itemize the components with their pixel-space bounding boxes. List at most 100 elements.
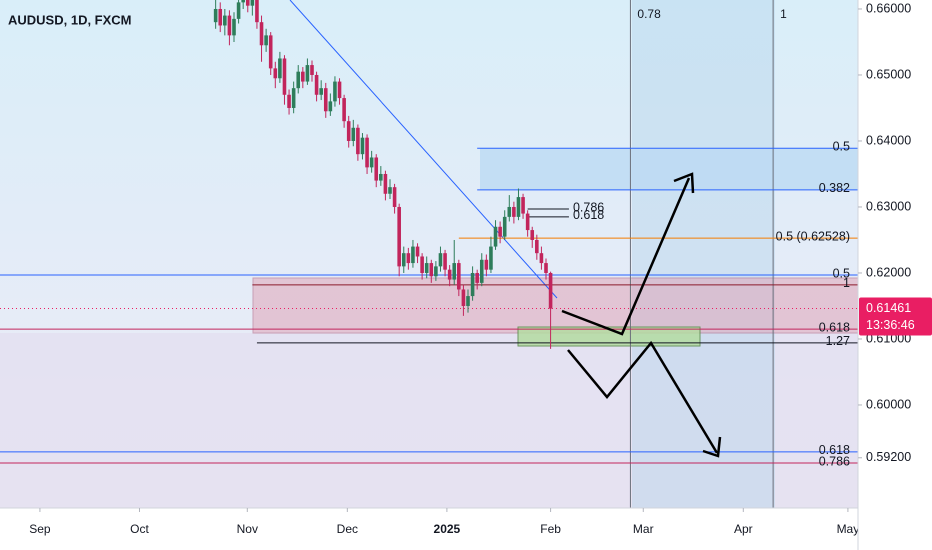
candle-body — [548, 272, 553, 309]
candle-body — [328, 101, 333, 112]
candle-body — [539, 253, 544, 264]
level-label: 0.786 — [573, 200, 604, 214]
trend-line — [289, 0, 558, 299]
candle-body — [241, 0, 245, 3]
candle-body — [397, 206, 401, 267]
candle-body — [374, 157, 379, 181]
y-tick-label: 0.63000 — [866, 199, 911, 213]
candle-body — [282, 58, 287, 95]
candle-body — [457, 263, 461, 290]
candle-body — [507, 206, 512, 217]
candle-body — [333, 81, 337, 102]
level-label: 0.618 — [819, 443, 850, 457]
candle-body — [434, 266, 438, 277]
candle-body — [544, 263, 548, 273]
arrows — [561, 172, 722, 458]
candle-body — [388, 187, 392, 194]
candle-body — [346, 121, 351, 141]
candle-body — [365, 137, 369, 168]
candle-body — [438, 253, 443, 267]
x-tick-label: Oct — [130, 522, 149, 536]
time-mark-label: 0.78 — [637, 7, 661, 21]
candle-body — [273, 68, 278, 79]
candle-body — [401, 253, 406, 267]
y-tick-label: 0.59200 — [866, 450, 911, 464]
candle-body — [493, 226, 498, 247]
candle-body — [516, 197, 521, 217]
candle-body — [337, 81, 342, 99]
down-arrowhead — [702, 436, 722, 458]
level-label: 1 — [843, 276, 850, 290]
y-tick-label: 0.64000 — [866, 133, 911, 147]
candle-body — [310, 65, 314, 75]
supply-zone — [252, 277, 858, 334]
candle-body — [392, 187, 397, 207]
demand-zone — [517, 326, 701, 347]
candle-body — [342, 98, 346, 122]
y-tick-label: 0.60000 — [866, 397, 911, 411]
candle-body — [264, 35, 268, 46]
level-label: 0.382 — [819, 181, 850, 195]
level-label: 0.618 — [819, 320, 850, 334]
candle-body — [356, 127, 360, 155]
time-mark-label: 1 — [780, 7, 787, 21]
candle-body — [429, 263, 434, 277]
y-tick-label: 0.66000 — [866, 1, 911, 15]
candle-body — [475, 272, 479, 283]
candle-body — [535, 239, 539, 254]
candle-body — [323, 88, 328, 112]
candle-body — [470, 272, 475, 297]
price-tag — [859, 297, 932, 336]
candle-body — [232, 18, 236, 36]
candles — [213, 0, 553, 349]
level-label: 0.5 (0.62528) — [776, 229, 850, 243]
level-label: 1.27 — [826, 334, 850, 348]
candle-body — [512, 206, 516, 217]
candle-body — [296, 71, 301, 89]
candle-body — [484, 259, 489, 270]
lower-zone — [0, 333, 858, 508]
countdown-label: 13:36:46 — [866, 318, 915, 332]
candle-body — [223, 15, 227, 26]
y-tick-label: 0.62000 — [866, 265, 911, 279]
x-tick-label: Nov — [237, 522, 258, 536]
candle-body — [447, 269, 452, 280]
x-tick-label: Sep — [29, 522, 51, 536]
candle-body — [406, 253, 411, 264]
candle-body — [314, 74, 319, 95]
candle-body — [479, 259, 484, 283]
candle-body — [278, 58, 282, 79]
candle-body — [383, 173, 388, 194]
candle-body — [319, 88, 323, 95]
x-tick-label: Dec — [337, 522, 358, 536]
target-zone — [480, 148, 858, 190]
axis-labels: 0.660000.650000.640000.630000.620000.610… — [29, 1, 932, 550]
candle-body — [411, 246, 415, 264]
candle-body — [498, 226, 502, 237]
y-tick-label: 0.65000 — [866, 67, 911, 81]
candle-body — [530, 230, 535, 240]
candle-body — [369, 157, 374, 168]
price-axis — [858, 0, 932, 550]
candle-body — [461, 289, 466, 306]
candle-body — [420, 256, 424, 273]
candle-body — [379, 173, 383, 181]
candle-body — [301, 71, 305, 82]
level-label: 0.786 — [819, 454, 850, 468]
level-label: 0.618 — [573, 208, 604, 222]
candle-body — [466, 296, 470, 306]
candle-body — [213, 8, 218, 23]
price-tag-label: 0.61461 — [866, 301, 911, 315]
candle-body — [218, 8, 223, 26]
x-tick-label: Apr — [734, 522, 753, 536]
level-label: 0.5 — [833, 140, 850, 154]
candle-body — [424, 263, 429, 273]
level-label: 0.5 — [833, 266, 850, 280]
candle-body — [452, 263, 457, 280]
candle-body — [443, 253, 447, 270]
candle-body — [287, 94, 291, 108]
candle-body — [521, 197, 525, 214]
